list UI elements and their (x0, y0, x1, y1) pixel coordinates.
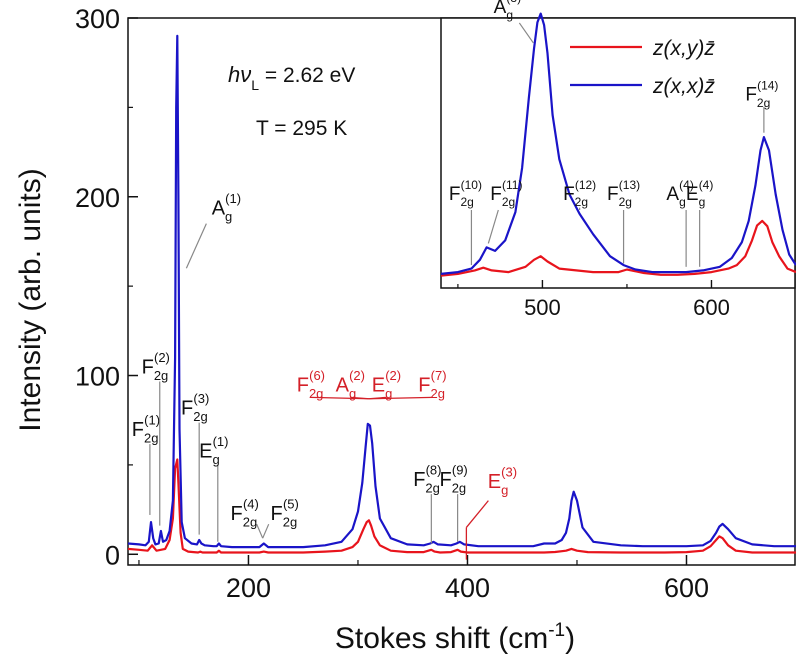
inset-frame (440, 17, 796, 289)
energy-annotation: hνL = 2.62 eV (228, 62, 355, 93)
peak-label: F2g(13) (607, 178, 640, 209)
peak-label: Eg(1) (199, 434, 228, 467)
inset-series-line-zxx (440, 12, 796, 275)
y-tick-label: 100 (75, 362, 120, 392)
inset-x-tick-label: 500 (524, 295, 561, 320)
main-series-group (127, 34, 796, 554)
inset-peak-leader (487, 209, 499, 244)
peak-label: F2g(7) (418, 368, 446, 401)
peak-label-leader (350, 396, 369, 400)
energy-annotation-main: hν (228, 62, 251, 87)
x-axis-label: Stokes shift (cm-1) (335, 620, 575, 655)
inset-x-tick-label: 600 (693, 295, 730, 320)
peak-label-leader (256, 523, 264, 539)
x-axis-label-end: ) (565, 622, 575, 655)
peak-label-leader (368, 396, 433, 400)
inset-series-line-zxy (440, 219, 796, 277)
y-tick-label: 0 (105, 540, 120, 570)
temperature-annotation: T = 295 K (256, 117, 347, 140)
x-tick-label: 600 (664, 573, 709, 603)
legend-label: z(x,x)z̄ (652, 75, 715, 98)
peak-label-leader (262, 523, 270, 539)
peak-label: Eg(3) (488, 465, 517, 498)
peak-label: F2g(2) (142, 350, 170, 383)
inset-peak-leader (518, 22, 534, 44)
peak-label: Eg(2) (372, 368, 401, 401)
series-line-zxx (127, 34, 796, 549)
main-peak-labels: F2g(1) F2g(2) Ag(1) F2g(3) Eg(1) F2g(4) F2g(5)… (132, 191, 517, 560)
peak-label: F2g(8) (413, 463, 441, 496)
main-plot-area: 0 100 200 300 200 400 600 (75, 4, 796, 603)
inset-plot: 500 600 z(x,y)z̄ z(x,x)z̄ F2g(10) F2g(11) Ag(3… (440, 0, 796, 320)
peak-label: Ag(2) (336, 368, 365, 401)
energy-annotation-sub: L (251, 77, 259, 93)
peak-label-leader (465, 500, 489, 528)
y-tick-label: 300 (75, 4, 120, 34)
legend-label: z(x,y)z̄ (652, 37, 715, 60)
peak-label: F2g(9) (439, 463, 467, 496)
peak-label: F2g(1) (132, 412, 160, 445)
peak-label: F2g(3) (181, 391, 209, 424)
y-tick-label: 200 (75, 183, 120, 213)
peak-label: F2g(6) (297, 368, 325, 401)
peak-label: F2g(14) (745, 79, 778, 110)
peak-label: F2g(4) (231, 497, 259, 530)
peak-label: F2g(12) (563, 178, 596, 209)
peak-label: Ag(3) (494, 0, 521, 22)
energy-annotation-value: = 2.62 eV (259, 64, 355, 87)
peak-label: F2g(10) (449, 178, 482, 209)
x-tick-label: 200 (226, 573, 271, 603)
x-axis-label-sup: -1 (548, 620, 565, 641)
peak-label-leader (185, 223, 207, 269)
y-axis-label: Intensity (arb. units) (14, 168, 47, 431)
peak-label: Eg(4) (686, 178, 713, 209)
peak-label: Ag(4) (666, 178, 693, 209)
peak-label: F2g(5) (271, 497, 299, 530)
x-axis-label-main: Stokes shift (cm (335, 622, 548, 655)
x-tick-label: 400 (445, 573, 490, 603)
peak-label: Ag(1) (212, 191, 241, 224)
peak-label: F2g(11) (490, 178, 522, 209)
series-line-zxy (127, 458, 796, 554)
